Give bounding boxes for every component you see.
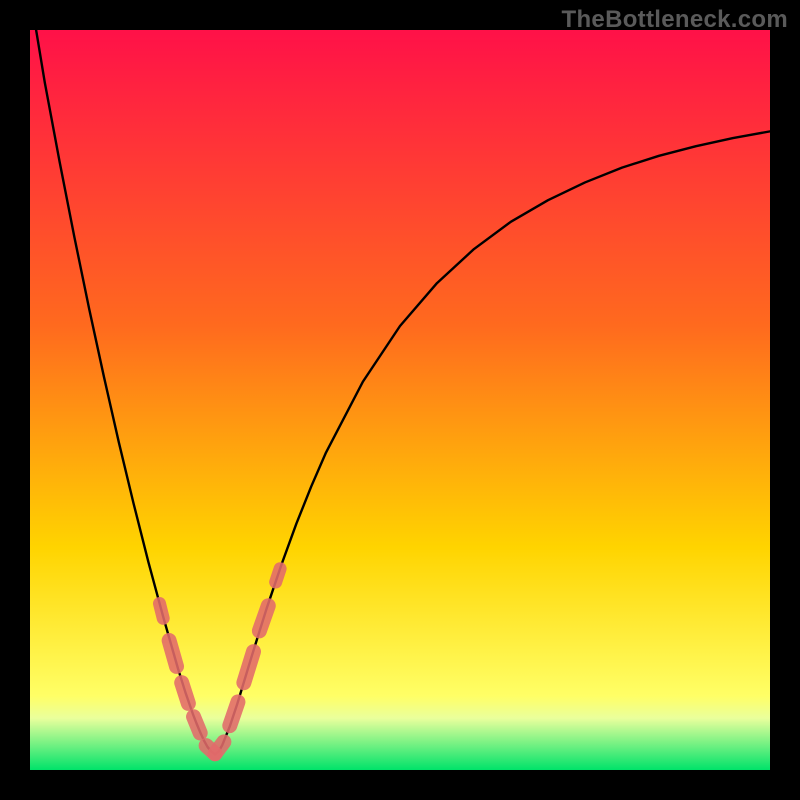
- chart-svg: [30, 30, 770, 770]
- overlay-segment: [194, 717, 201, 733]
- figure-root: TheBottleneck.com: [0, 0, 800, 800]
- overlay-segment: [276, 569, 280, 582]
- overlay-segment: [169, 641, 176, 667]
- overlay-segment: [244, 652, 254, 683]
- overlay-segment: [182, 683, 189, 704]
- overlay-segment: [160, 604, 164, 619]
- plot-area: [30, 30, 770, 770]
- overlay-segment: [259, 606, 268, 631]
- overlay-segment: [230, 702, 238, 726]
- overlay-segments: [160, 569, 281, 754]
- overlay-segment: [215, 742, 224, 754]
- bottleneck-curve: [30, 0, 770, 754]
